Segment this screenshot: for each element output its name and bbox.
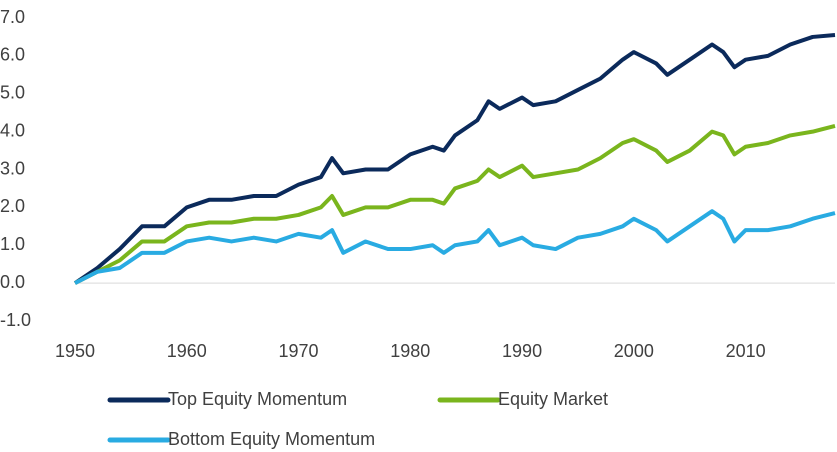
y-tick-label: 6.0 [0, 45, 25, 65]
y-tick-label: 5.0 [0, 83, 25, 103]
y-tick-label: 3.0 [0, 158, 25, 178]
series-line [74, 124, 836, 285]
x-tick-label: 1950 [55, 341, 95, 361]
series-line [73, 33, 836, 285]
y-tick-label: 7.0 [0, 7, 25, 27]
x-tick-label: 1960 [167, 341, 207, 361]
y-tick-label: 1.0 [0, 234, 25, 254]
x-tick-label: 2000 [614, 341, 654, 361]
y-tick-label: 4.0 [0, 120, 25, 140]
x-tick-label: 2010 [726, 341, 766, 361]
y-tick-label: 0.0 [0, 272, 25, 292]
x-tick-label: 1970 [279, 341, 319, 361]
x-tick-label: 1980 [390, 341, 430, 361]
y-tick-label: 2.0 [0, 196, 25, 216]
x-tick-label: 1990 [502, 341, 542, 361]
legend-label: Bottom Equity Momentum [168, 429, 375, 449]
series-line [74, 209, 836, 285]
y-tick-label: -1.0 [0, 310, 31, 330]
legend-label: Equity Market [498, 389, 608, 409]
legend-label: Top Equity Momentum [168, 389, 347, 409]
